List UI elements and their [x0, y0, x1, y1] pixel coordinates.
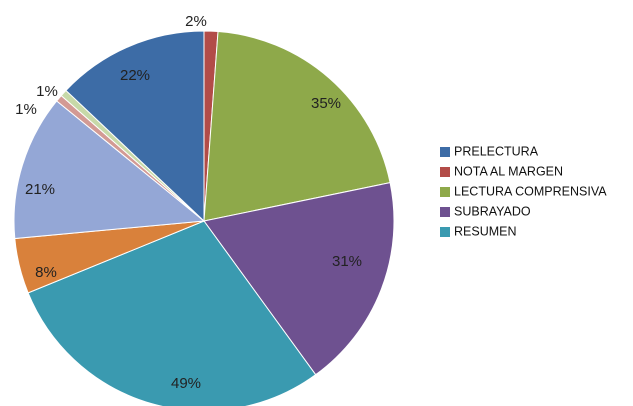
slice-label: 21%: [25, 181, 55, 198]
slice-label: 22%: [120, 67, 150, 84]
legend-label: NOTA AL MARGEN: [454, 164, 563, 178]
legend-label: SUBRAYADO: [454, 204, 531, 218]
pie-slices: [13, 30, 395, 406]
pie-slice: [203, 30, 391, 222]
slice-label: 35%: [311, 95, 341, 112]
legend-label: PRELECTURA: [454, 144, 539, 158]
legend-swatch: [440, 147, 450, 157]
legend-label: RESUMEN: [454, 224, 517, 238]
legend-label: LECTURA COMPRENSIVA: [454, 184, 607, 198]
legend-swatch: [440, 167, 450, 177]
legend-swatch: [440, 207, 450, 217]
slice-label: 1%: [36, 83, 58, 100]
pie-slice: [203, 182, 395, 376]
pie-slice: [65, 30, 205, 223]
slice-label: 49%: [171, 375, 201, 392]
legend: PRELECTURA NOTA AL MARGEN LECTURA COMPRENS…: [440, 144, 607, 238]
slice-label: 8%: [35, 264, 57, 281]
pie-labels: 2% 35% 31% 49% 8% 21% 1%1% 22%: [15, 13, 362, 392]
legend-swatch: [440, 187, 450, 197]
pie-slice: [13, 100, 206, 240]
pie-slice: [27, 220, 317, 406]
legend-swatch: [440, 227, 450, 237]
slice-label: 31%: [332, 253, 362, 270]
slice-label: 1%: [15, 101, 37, 118]
slice-label: 2%: [185, 13, 207, 30]
